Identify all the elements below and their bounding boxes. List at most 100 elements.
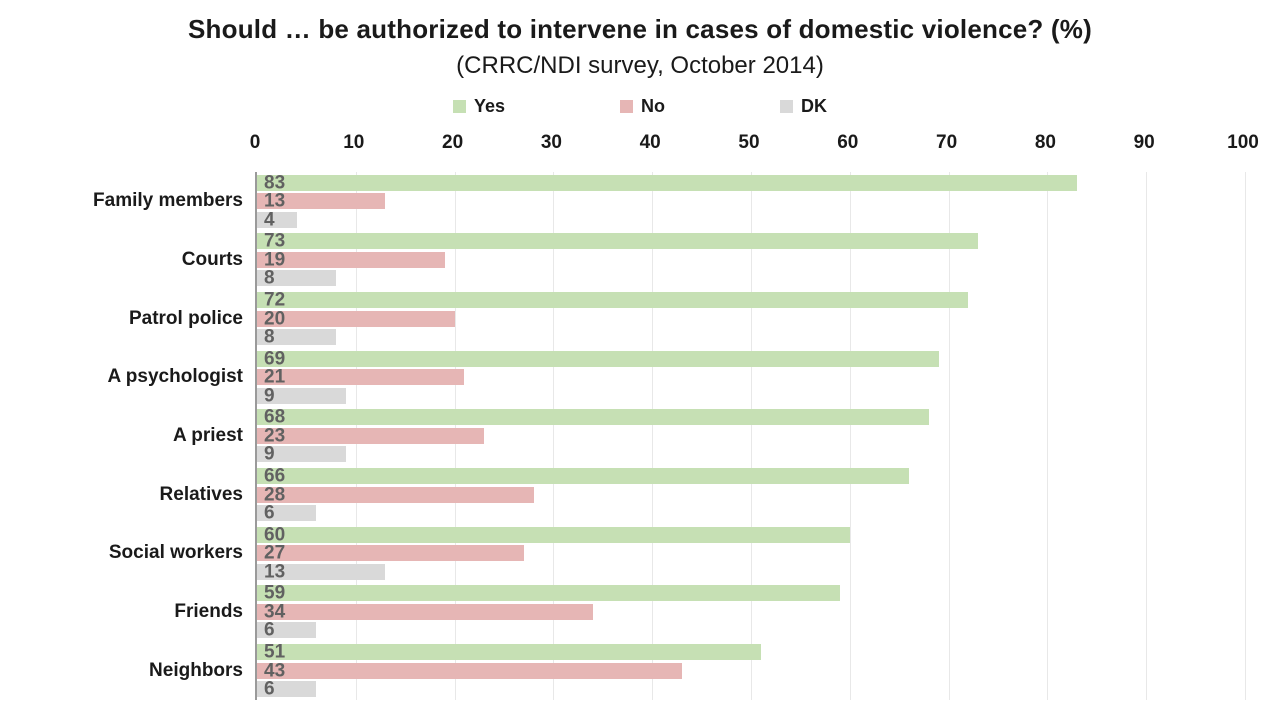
bar-value-label: 51 bbox=[264, 641, 286, 663]
bar-yes: 60 bbox=[257, 524, 850, 546]
gridline bbox=[751, 172, 752, 700]
gridline bbox=[652, 172, 654, 700]
bar-group: A psychologist 69 21 9 bbox=[108, 348, 1245, 407]
legend-label-yes: Yes bbox=[473, 96, 506, 116]
bar-no: 34 bbox=[257, 601, 593, 623]
category-label: Courts bbox=[181, 248, 243, 270]
bar-value-label: 8 bbox=[264, 326, 275, 348]
bar-yes: 72 bbox=[257, 289, 969, 311]
bar-yes: 73 bbox=[257, 230, 979, 252]
x-tick-label: 30 bbox=[540, 132, 562, 153]
bar-value-label: 43 bbox=[264, 660, 286, 682]
category-label: Friends bbox=[174, 600, 243, 622]
legend-swatch-yes-icon bbox=[452, 100, 466, 113]
gridline bbox=[1245, 172, 1246, 700]
bar-dk: 8 bbox=[257, 267, 337, 289]
bar-group: Family members 83 13 4 bbox=[93, 172, 1245, 231]
bar-no: 23 bbox=[257, 425, 485, 447]
bar-value-label: 20 bbox=[264, 308, 286, 330]
legend-item-no: No bbox=[620, 96, 665, 117]
chart-subtitle: (CRRC/NDI survey, October 2014) bbox=[456, 52, 824, 79]
bar-value-label: 21 bbox=[264, 366, 286, 388]
x-tick-label: 60 bbox=[837, 132, 859, 153]
bar-yes: 68 bbox=[257, 406, 929, 428]
gridline bbox=[553, 172, 555, 700]
bar-group: Friends 59 34 6 bbox=[174, 582, 1245, 642]
bar-dk: 6 bbox=[257, 502, 317, 524]
bar-group: A priest 68 23 9 bbox=[173, 406, 1245, 466]
gridline bbox=[1047, 172, 1049, 700]
x-tick-label: 0 bbox=[249, 132, 261, 153]
x-tick-label: 50 bbox=[738, 132, 760, 153]
x-tick-label: 90 bbox=[1133, 132, 1155, 153]
bar-value-label: 6 bbox=[264, 619, 275, 641]
bar-dk: 4 bbox=[257, 209, 297, 231]
bar-value-label: 8 bbox=[264, 267, 275, 289]
legend-label-no: No bbox=[641, 96, 666, 116]
bar-yes: 66 bbox=[257, 465, 910, 487]
bar-dk: 13 bbox=[257, 561, 386, 583]
x-tick-label: 40 bbox=[639, 132, 661, 153]
bar-value-label: 6 bbox=[264, 502, 275, 524]
bar-group: Neighbors 51 43 6 bbox=[149, 641, 1245, 700]
legend-item-yes: Yes bbox=[452, 96, 506, 117]
bar-dk: 6 bbox=[257, 680, 317, 699]
legend-swatch-dk-icon bbox=[780, 100, 794, 113]
chart-title: Should … be authorized to intervene in c… bbox=[188, 14, 1092, 44]
bar-no: 20 bbox=[257, 308, 455, 330]
bar-yes: 59 bbox=[257, 582, 840, 604]
bar-no: 27 bbox=[257, 542, 524, 564]
x-tick-label: 70 bbox=[936, 132, 958, 153]
x-tick-label: 80 bbox=[1034, 132, 1056, 153]
bar-value-label: 9 bbox=[264, 385, 275, 407]
bar-yes: 51 bbox=[257, 641, 761, 663]
gridline bbox=[948, 172, 950, 700]
bar-no: 13 bbox=[257, 190, 386, 212]
bar-value-label: 23 bbox=[264, 425, 286, 447]
bar-value-label: 13 bbox=[264, 190, 286, 212]
bar-value-label: 9 bbox=[264, 443, 275, 465]
bar-dk: 9 bbox=[257, 385, 346, 407]
bar-yes: 83 bbox=[257, 172, 1078, 194]
bar-value-label: 69 bbox=[264, 348, 286, 370]
x-tick-label: 10 bbox=[343, 132, 365, 153]
category-label: Social workers bbox=[108, 542, 243, 564]
bar-no: 19 bbox=[257, 249, 445, 271]
legend-swatch-no-icon bbox=[620, 100, 634, 113]
bar-value-label: 27 bbox=[264, 542, 286, 564]
legend-item-dk: DK bbox=[780, 96, 827, 117]
bar-rows: Family members 83 13 4 Courts 73 19 8 Patrol pol… bbox=[93, 172, 1245, 700]
bar-value-label: 59 bbox=[264, 582, 286, 604]
bar-group: Social workers 60 27 13 bbox=[109, 524, 1245, 583]
bar-value-label: 68 bbox=[264, 406, 286, 428]
bar-value-label: 28 bbox=[264, 484, 286, 506]
gridline bbox=[1146, 172, 1148, 700]
bar-no: 28 bbox=[257, 484, 534, 506]
bar-group: Patrol police 72 20 8 bbox=[129, 289, 1245, 348]
x-tick-label: 20 bbox=[442, 132, 464, 153]
bar-no: 21 bbox=[257, 366, 465, 388]
legend-label-dk: DK bbox=[801, 96, 828, 116]
bar-value-label: 34 bbox=[264, 601, 286, 623]
bar-no: 43 bbox=[257, 660, 682, 682]
bar-dk: 9 bbox=[257, 443, 346, 465]
bar-value-label: 73 bbox=[264, 230, 286, 252]
bar-value-label: 19 bbox=[264, 249, 286, 271]
legend: Yes No DK bbox=[0, 96, 1280, 117]
bar-value-label: 60 bbox=[264, 524, 286, 546]
bar-value-label: 13 bbox=[264, 561, 286, 583]
category-label: A priest bbox=[172, 424, 243, 446]
bar-yes: 69 bbox=[257, 348, 939, 370]
bar-dk: 6 bbox=[257, 619, 317, 641]
bar-group: Relatives 66 28 6 bbox=[160, 465, 1245, 524]
gridline bbox=[849, 172, 851, 700]
bar-dk: 8 bbox=[257, 326, 337, 348]
bar-value-label: 83 bbox=[264, 172, 286, 194]
bar-value-label: 72 bbox=[264, 289, 286, 311]
x-axis: 0 10 20 30 40 50 60 70 80 90 100 bbox=[250, 132, 1259, 158]
bar-value-label: 4 bbox=[264, 209, 275, 231]
bar-value-label: 66 bbox=[264, 465, 286, 487]
category-label: Patrol police bbox=[128, 307, 243, 329]
category-label: Family members bbox=[93, 190, 243, 212]
